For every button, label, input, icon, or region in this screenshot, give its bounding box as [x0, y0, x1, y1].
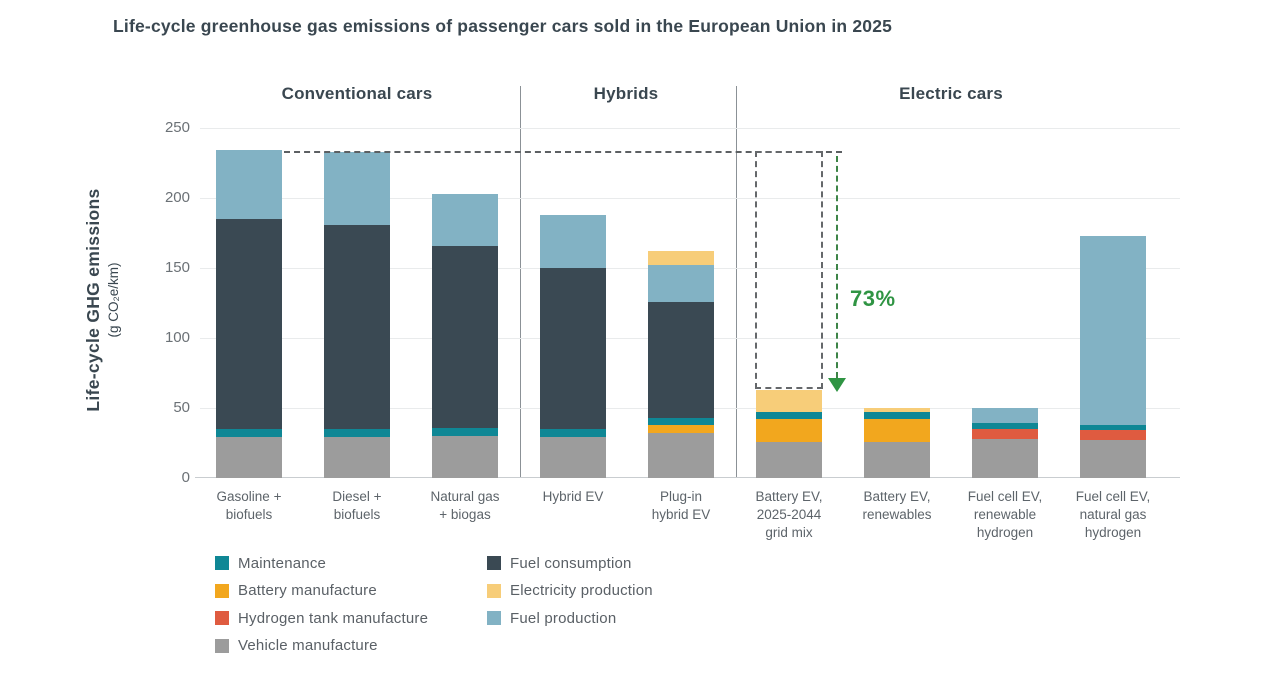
x-axis-label-gasoline: Gasoline + biofuels [216, 489, 282, 523]
chart-title: Life-cycle greenhouse gas emissions of p… [113, 16, 893, 36]
bar-gasoline--vehicle-manufacture [216, 437, 282, 478]
gridline-200 [200, 198, 1180, 199]
bar-diesel--vehicle-manufacture [324, 437, 390, 478]
bar-battery-ev--maintenance [756, 412, 822, 420]
gridline-250 [200, 128, 1180, 129]
bar-fuel-cell-ev--vehicle-manufacture [1080, 440, 1146, 478]
legend-item-battery-manufacture: Battery manufacture [215, 582, 377, 600]
bar-hybrid-ev--fuel-consumption [540, 268, 606, 429]
bar-fuel-cell-ev--vehicle-manufacture [972, 438, 1038, 478]
bar-battery-ev--vehicle-manufacture [864, 441, 930, 478]
legend-label-battery-manufacture: Battery manufacture [238, 582, 377, 599]
legend-label-fuel-production: Fuel production [510, 609, 617, 627]
legend-item-fuel-consumption: Fuel consumption [487, 554, 632, 572]
bar-fuel-cell-ev--hydrogen-tank-manufacture [1080, 430, 1146, 441]
plot-area [195, 128, 1180, 478]
bar-hybrid-ev--fuel-production [540, 214, 606, 268]
bar-hybrid-ev--maintenance [540, 429, 606, 438]
legend-label-electricity-production: Electricity production [510, 582, 653, 599]
bar-fuel-cell-ev--maintenance [1080, 424, 1146, 431]
x-axis-label-fuel-cell-ev: Fuel cell EV, renewable hydrogen [967, 489, 1043, 541]
bar-fuel-cell-ev--fuel-production [972, 408, 1038, 424]
bar-diesel--maintenance [324, 429, 390, 438]
bar-gasoline--fuel-consumption [216, 219, 282, 429]
y-axis-unit: (g CO₂e/km) [106, 262, 121, 338]
reduction-arrow-line [836, 156, 838, 378]
legend-label-vehicle-manufacture: Vehicle manufacture [238, 637, 378, 654]
x-axis-label-plug-in: Plug-in hybrid EV [651, 489, 711, 523]
reduction-percent-label: 73% [850, 286, 896, 311]
legend-swatch-fuel-production [487, 611, 501, 625]
reduction-arrow-head-icon [828, 378, 846, 392]
bar-plug-in--maintenance [648, 417, 714, 425]
y-tick-200: 200 [164, 189, 190, 206]
legend-swatch-electricity-production [487, 583, 501, 598]
legend-swatch-hydrogen-tank-manufacture [215, 611, 229, 625]
bar-battery-ev--electricity-production [756, 389, 822, 413]
x-axis-label-diesel: Diesel + biofuels [332, 489, 382, 523]
section-divider-1 [520, 86, 521, 478]
legend-swatch-battery-manufacture [215, 583, 229, 598]
bar-plug-in--vehicle-manufacture [648, 433, 714, 478]
reference-dashed-line [284, 151, 842, 153]
x-axis-label-battery-ev: Battery EV, renewables [862, 489, 932, 523]
x-axis-label-battery-ev: Battery EV, 2025-2044 grid mix [755, 489, 823, 541]
bar-plug-in--fuel-production [648, 265, 714, 302]
legend-label-maintenance: Maintenance [238, 554, 327, 572]
bar-battery-ev--maintenance [864, 412, 930, 420]
legend-swatch-vehicle-manufacture [215, 638, 229, 653]
x-axis-label-hybrid-ev: Hybrid EV [542, 489, 604, 504]
bar-battery-ev--battery-manufacture [756, 419, 822, 442]
legend-swatch-fuel-consumption [487, 556, 501, 570]
legend-item-electricity-production: Electricity production [487, 582, 653, 600]
section-header-conventional: Conventional cars [281, 84, 433, 103]
section-header-hybrids: Hybrids [593, 84, 659, 103]
bar-fuel-cell-ev--maintenance [972, 423, 1038, 429]
bar-natural-gas--maintenance [432, 427, 498, 436]
legend-item-vehicle-manufacture: Vehicle manufacture [215, 637, 378, 655]
bar-gasoline--maintenance [216, 429, 282, 438]
bar-natural-gas--fuel-production [432, 193, 498, 246]
bar-plug-in--battery-manufacture [648, 424, 714, 434]
x-axis-label-natural-gas: Natural gas + biogas [430, 489, 500, 523]
bar-battery-ev--vehicle-manufacture [756, 441, 822, 478]
legend-item-hydrogen-tank-manufacture: Hydrogen tank manufacture [215, 609, 428, 627]
y-tick-150: 150 [164, 259, 190, 276]
bar-battery-ev--battery-manufacture [864, 419, 930, 442]
legend-item-fuel-production: Fuel production [487, 609, 616, 627]
x-axis-label-fuel-cell-ev: Fuel cell EV, natural gas hydrogen [1075, 489, 1151, 541]
legend-item-maintenance: Maintenance [215, 554, 326, 572]
section-divider-2 [736, 86, 737, 478]
y-tick-100: 100 [164, 329, 190, 346]
y-axis-title-text: Life-cycle GHG emissions [83, 188, 103, 412]
bar-diesel--fuel-production [324, 151, 390, 225]
bar-battery-ev--electricity-production [864, 408, 930, 413]
legend-swatch-maintenance [215, 556, 229, 570]
y-tick-250: 250 [164, 119, 190, 136]
bar-hybrid-ev--vehicle-manufacture [540, 437, 606, 478]
bar-diesel--fuel-consumption [324, 224, 390, 429]
bar-natural-gas--vehicle-manufacture [432, 436, 498, 478]
section-header-electric: Electric cars [899, 84, 1003, 103]
y-tick-0: 0 [181, 469, 190, 486]
bar-fuel-cell-ev--hydrogen-tank-manufacture [972, 429, 1038, 439]
reference-dashed-box [755, 151, 823, 389]
y-tick-50: 50 [173, 399, 190, 416]
bar-natural-gas--fuel-consumption [432, 245, 498, 428]
legend-label-hydrogen-tank-manufacture: Hydrogen tank manufacture [238, 609, 429, 627]
bar-plug-in--electricity-production [648, 251, 714, 266]
legend-label-fuel-consumption: Fuel consumption [510, 554, 632, 572]
bar-plug-in--fuel-consumption [648, 301, 714, 418]
y-axis-title: Life-cycle GHG emissions (g CO₂e/km) [83, 120, 121, 480]
bar-fuel-cell-ev--fuel-production [1080, 235, 1146, 425]
bar-gasoline--fuel-production [216, 150, 282, 219]
